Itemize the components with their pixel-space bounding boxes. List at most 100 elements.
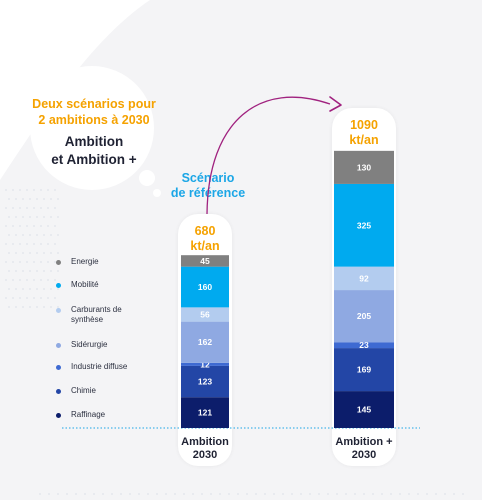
decor-dot — [165, 493, 167, 495]
arrow-head — [329, 96, 342, 112]
legend-siderurgie: Sidérurgie — [56, 340, 107, 350]
decor-dot — [12, 297, 14, 299]
decor-dot — [29, 198, 31, 200]
decor-dot — [57, 198, 59, 200]
bar-value-label: 205 — [357, 311, 371, 321]
legend-mobilite-swatch — [56, 283, 61, 288]
bar-segment — [181, 307, 229, 322]
legend-carburants-swatch — [56, 308, 61, 313]
decor-dot — [372, 493, 374, 495]
total-ambition-plus: 1090 kt/an — [332, 118, 396, 148]
decor-dot — [399, 493, 401, 495]
decor-dot — [84, 493, 86, 495]
bar-segment — [334, 266, 394, 291]
decor-dot — [5, 279, 7, 281]
legend-industrie-swatch — [56, 365, 61, 370]
scenario-label-line1: Scénario — [181, 171, 235, 185]
decor-dot — [12, 225, 14, 227]
decor-dot — [26, 189, 28, 191]
decor-dot — [47, 261, 49, 263]
decor-dot — [147, 493, 149, 495]
decor-dot — [22, 198, 24, 200]
decor-dot — [54, 279, 56, 281]
legend-chimie-label: Chimie — [71, 386, 96, 395]
decor-dot — [19, 261, 21, 263]
legend-carburants: Carburants de synthèse — [56, 305, 131, 325]
total-ambition-value: 680 kt/an — [190, 224, 220, 253]
decor-dot — [15, 198, 17, 200]
decor-dot — [237, 493, 239, 495]
decor-dot — [36, 216, 38, 218]
decor-dot — [8, 270, 10, 272]
decor-dot — [15, 252, 17, 254]
decor-dot — [40, 189, 42, 191]
decor-dot — [47, 225, 49, 227]
decor-dot — [390, 493, 392, 495]
decor-dot — [8, 252, 10, 254]
decor-dot — [19, 297, 21, 299]
decor-dot — [5, 261, 7, 263]
decor-dot — [8, 216, 10, 218]
bar-segment — [181, 365, 229, 398]
decor-dot — [8, 234, 10, 236]
decor-dot — [19, 243, 21, 245]
decor-dot — [417, 493, 419, 495]
decor-dot — [29, 270, 31, 272]
decor-dot — [50, 252, 52, 254]
decor-dot — [120, 493, 122, 495]
bubble-title-line2: 2 ambitions à 2030 — [38, 113, 150, 127]
decor-dot — [33, 261, 35, 263]
decor-dot — [174, 493, 176, 495]
decor-dot — [8, 198, 10, 200]
decor-dot — [50, 306, 52, 308]
legend-industrie-label: Industrie diffuse — [71, 362, 128, 371]
decor-dot — [48, 493, 50, 495]
decor-dot — [50, 270, 52, 272]
legend-raffinage: Raffinage — [56, 410, 105, 420]
decor-dot — [54, 243, 56, 245]
decor-dot — [50, 216, 52, 218]
bubble-title-line1: Deux scénarios pour — [32, 97, 156, 111]
legend-industrie: Industrie diffuse — [56, 362, 127, 372]
decor-dot — [291, 493, 293, 495]
decor-dot — [47, 207, 49, 209]
decor-dot — [57, 493, 59, 495]
decor-dot — [5, 225, 7, 227]
decor-dot — [22, 216, 24, 218]
decor-dot — [462, 493, 464, 495]
decor-dot — [264, 493, 266, 495]
legend-siderurgie-swatch — [56, 343, 61, 348]
decor-dot — [19, 189, 21, 191]
decor-dot — [29, 234, 31, 236]
legend-mobilite: Mobilité — [56, 280, 99, 290]
decor-dot — [12, 189, 14, 191]
decor-dot — [26, 279, 28, 281]
decor-dot — [33, 207, 35, 209]
bar-value-label: 23 — [359, 340, 369, 350]
decor-dot — [444, 493, 446, 495]
decor-dot — [5, 297, 7, 299]
legend-mobilite-label: Mobilité — [71, 280, 99, 289]
decor-dot — [15, 270, 17, 272]
decor-dot — [300, 493, 302, 495]
decor-dot — [12, 243, 14, 245]
decor-dot — [57, 216, 59, 218]
bar-value-label: 130 — [357, 162, 371, 172]
decor-dot — [5, 243, 7, 245]
decor-dot — [363, 493, 365, 495]
decor-dot — [26, 225, 28, 227]
decor-dot — [40, 279, 42, 281]
legend-energie: Energie — [56, 257, 99, 267]
bar-value-label: 325 — [357, 220, 371, 230]
bar-value-label: 12 — [200, 359, 210, 369]
decor-dot — [43, 216, 45, 218]
arrow-curve — [206, 96, 331, 215]
decor-dot — [33, 279, 35, 281]
decor-dot — [8, 288, 10, 290]
category-label-ambition: Ambition 2030 — [178, 436, 232, 462]
decor-dot — [40, 207, 42, 209]
decor-dot — [210, 493, 212, 495]
decor-dot — [453, 493, 455, 495]
decor-dot — [50, 288, 52, 290]
